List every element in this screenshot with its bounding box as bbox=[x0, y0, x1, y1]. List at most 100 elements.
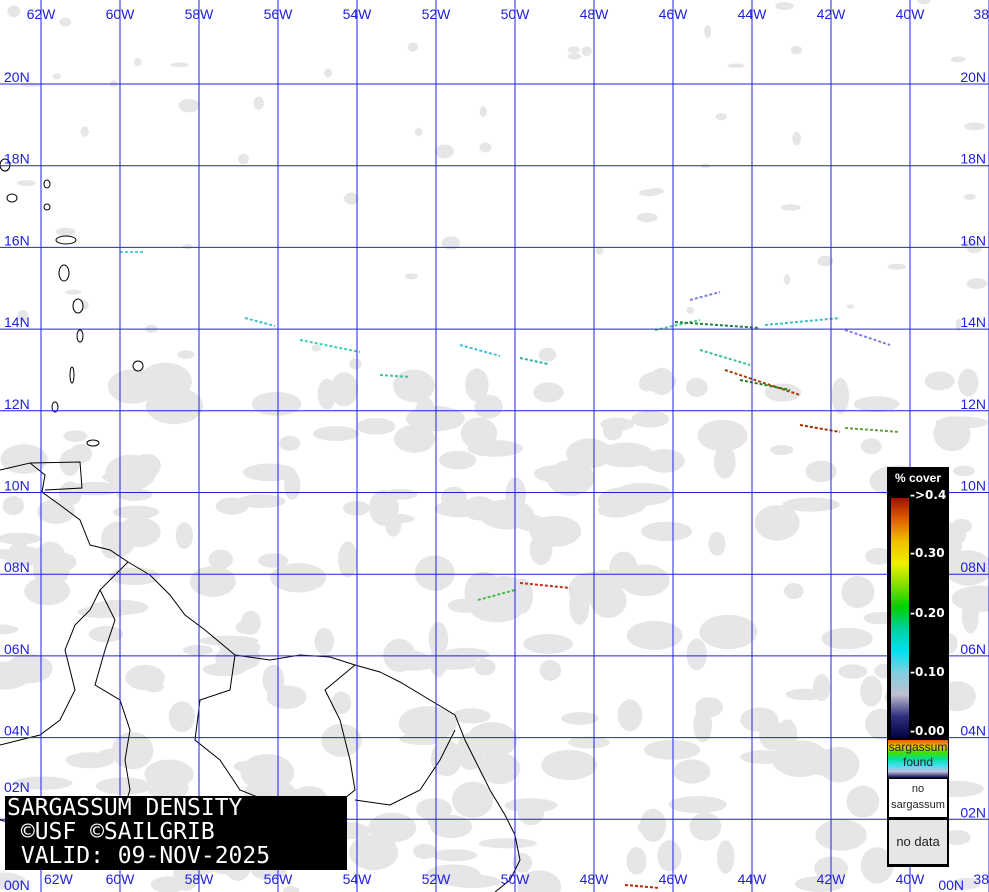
lat-label: 06N bbox=[960, 641, 986, 657]
cloud bbox=[331, 691, 352, 715]
cloud bbox=[961, 240, 976, 249]
cloud bbox=[715, 113, 728, 121]
cloud bbox=[631, 410, 670, 428]
cloud bbox=[708, 531, 726, 556]
cloud bbox=[356, 417, 396, 435]
cloud bbox=[55, 227, 76, 236]
cloud bbox=[704, 25, 712, 39]
cloud bbox=[626, 847, 647, 875]
cloud bbox=[770, 444, 794, 455]
lat-label: 04N bbox=[960, 723, 986, 739]
cloud bbox=[182, 243, 193, 250]
cloud bbox=[258, 553, 289, 568]
cloud bbox=[846, 304, 855, 309]
cloud bbox=[964, 122, 985, 131]
lat-label: 18N bbox=[960, 151, 986, 167]
cloud bbox=[235, 620, 255, 635]
cloud bbox=[0, 624, 19, 635]
lat-label: 14N bbox=[4, 314, 30, 330]
sargassum-streak bbox=[624, 884, 661, 889]
cloud bbox=[689, 812, 722, 841]
lon-label: 40W bbox=[896, 6, 926, 22]
lon-label: 38 bbox=[973, 871, 989, 887]
cloud bbox=[444, 874, 501, 889]
lon-label: 42W bbox=[817, 6, 847, 22]
cloud bbox=[668, 796, 727, 814]
cloud bbox=[790, 45, 803, 55]
lon-label: 54W bbox=[343, 871, 373, 887]
cloud bbox=[77, 606, 127, 619]
cloud bbox=[242, 463, 297, 482]
cloud bbox=[961, 599, 979, 634]
cloud bbox=[952, 877, 981, 890]
cloud bbox=[860, 675, 883, 707]
cloud bbox=[590, 583, 627, 619]
sargassum-streak bbox=[459, 344, 501, 357]
cloud bbox=[434, 144, 455, 159]
copyright-line: ©USF ©SAILGRIB bbox=[7, 819, 215, 845]
cloud bbox=[0, 444, 48, 474]
cloud bbox=[279, 435, 301, 451]
cloud bbox=[342, 500, 370, 516]
cloud bbox=[443, 647, 490, 661]
sargassum-streak bbox=[477, 589, 516, 601]
cloud bbox=[561, 712, 599, 725]
cloud bbox=[324, 68, 333, 78]
cloud bbox=[116, 488, 153, 501]
cloud bbox=[2, 496, 24, 516]
cloud bbox=[65, 752, 115, 769]
lon-label: 46W bbox=[659, 871, 689, 887]
sargassum-streak bbox=[844, 427, 901, 433]
cloud bbox=[428, 621, 449, 657]
cloud bbox=[780, 204, 801, 211]
cloud bbox=[567, 52, 582, 60]
cloud bbox=[12, 776, 73, 790]
cloud bbox=[523, 634, 573, 654]
lon-label: 44W bbox=[738, 871, 768, 887]
cloud bbox=[465, 368, 489, 402]
sargassum-streak bbox=[379, 374, 411, 378]
lat-label: 00N bbox=[938, 877, 964, 892]
cloud bbox=[439, 450, 477, 470]
legend-no-sargassum: no sargassum bbox=[889, 779, 947, 817]
cloud bbox=[529, 515, 582, 547]
sargassum-streak bbox=[299, 339, 361, 353]
cloud bbox=[0, 661, 30, 690]
cloud bbox=[63, 430, 88, 442]
legend-colorbar bbox=[891, 498, 909, 738]
lat-label: 08N bbox=[960, 559, 986, 575]
cloud bbox=[693, 707, 713, 743]
cloud bbox=[626, 620, 683, 650]
lat-label: 18N bbox=[4, 151, 30, 167]
cloud bbox=[143, 680, 165, 693]
lat-label: 12N bbox=[4, 396, 30, 412]
cloud bbox=[65, 289, 82, 295]
cloud bbox=[713, 445, 736, 479]
cloud bbox=[716, 840, 735, 874]
cloud bbox=[657, 840, 682, 872]
cloud bbox=[636, 212, 658, 223]
cloud bbox=[452, 781, 494, 818]
cloud bbox=[641, 521, 693, 542]
cloud bbox=[266, 685, 307, 709]
cloud bbox=[933, 416, 971, 452]
cloud bbox=[88, 626, 124, 643]
legend-tick: ->0.4 bbox=[910, 488, 947, 502]
cloud bbox=[178, 98, 200, 113]
cloud bbox=[917, 0, 931, 5]
cloud bbox=[782, 497, 840, 512]
cloud bbox=[538, 347, 557, 362]
cloud bbox=[59, 481, 82, 506]
cloud bbox=[792, 131, 801, 146]
cloud bbox=[754, 505, 800, 541]
lon-label: 46W bbox=[659, 6, 689, 22]
lon-label: 52W bbox=[422, 6, 452, 22]
cloud bbox=[637, 820, 664, 835]
cloud bbox=[764, 383, 802, 402]
cloud bbox=[168, 701, 195, 733]
cloud bbox=[170, 62, 189, 68]
cloud bbox=[236, 494, 286, 509]
